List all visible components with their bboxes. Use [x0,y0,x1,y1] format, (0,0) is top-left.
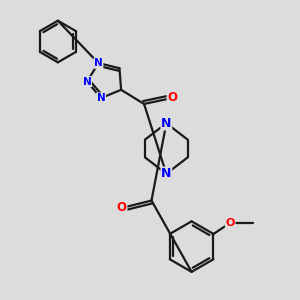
Text: N: N [161,167,172,180]
Text: N: N [161,117,172,130]
Text: N: N [94,58,103,68]
Text: O: O [167,92,177,104]
Text: O: O [117,202,127,214]
Text: N: N [83,76,92,87]
Text: O: O [226,218,235,228]
Text: N: N [97,93,106,103]
